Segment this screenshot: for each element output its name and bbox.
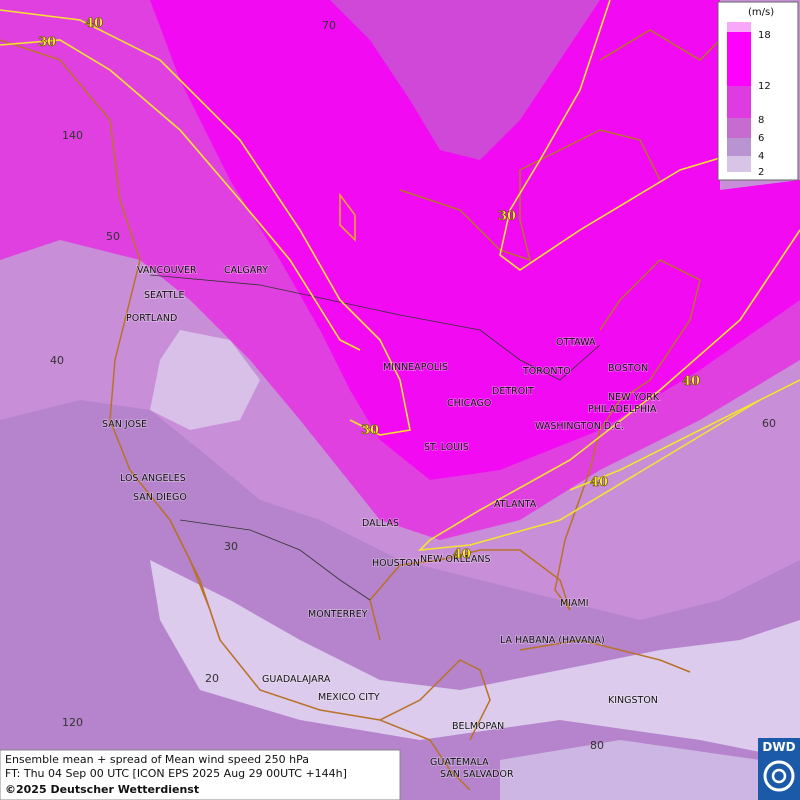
legend [717,1,799,181]
contour-label: 30 [38,35,56,50]
contour-d [417,229,800,552]
coastlines [0,29,721,791]
legend-tick-label: 6 [758,133,764,144]
legend-band [727,118,751,138]
city-label: LOS ANGELES [120,473,186,484]
field-low-south [500,740,760,800]
hudson-bay [399,129,661,262]
city-label: LA HABANA (HAVANA) [500,635,605,646]
footer-box [0,749,401,800]
city-label: SAN DIEGO [133,492,187,503]
cuba [519,639,691,673]
us-mexico-border [179,519,371,601]
logo-swirl [771,768,787,784]
contour-f [339,192,356,242]
contour-label: 40 [590,475,608,490]
arctic-islands [599,29,721,61]
contour-c [499,0,781,271]
legend-unit: (m/s) [748,7,774,18]
city-label: SEATTLE [144,290,185,301]
legend-tick-label: 12 [758,81,771,92]
atlantic-coast [369,259,701,641]
field-high-hudson [330,0,600,160]
contour-label: 40 [682,374,700,389]
pacific-coast [0,39,471,791]
legend-tick-label: 2 [758,167,764,178]
city-label: MINNEAPOLIS [383,362,448,373]
city-label: SAN SALVADOR [440,769,514,780]
city-label: TORONTO [522,366,571,377]
grid-label: 80 [590,739,604,752]
grid-label: 60 [762,417,776,430]
us-canada-border [149,274,601,381]
logo-text: DWD [762,740,795,754]
city-label: BOSTON [608,363,648,374]
legend-band [727,86,751,118]
city-label: NEW YORK [608,392,660,403]
city-label: PORTLAND [126,313,177,324]
city-label: VANCOUVER [137,265,197,276]
city-label: DETROIT [492,386,534,397]
contour-label: 40 [85,16,103,31]
city-label: KINGSTON [608,695,658,706]
legend-band [727,156,751,172]
city-label: SAN JOSE [102,419,147,430]
contour-b [0,39,361,351]
city-label: WASHINGTON D.C. [535,421,624,432]
footer-line: Ensemble mean + spread of Mean wind spee… [5,753,309,766]
legend-tick-label: 4 [758,151,764,162]
city-label: MONTERREY [308,609,368,620]
city-label: CALGARY [224,265,268,276]
city-label: ATLANTA [494,499,537,510]
legend-tick-label: 18 [758,30,771,41]
grid-label: 30 [224,540,238,553]
city-label: CHICAGO [447,398,491,409]
legend-tick-label: 8 [758,115,764,126]
grid-label: 20 [205,672,219,685]
city-label: BELMOPAN [452,721,504,732]
city-label: MIAMI [560,598,589,609]
grid-label: 120 [62,716,83,729]
grid-label: 40 [50,354,64,367]
legend-band [727,138,751,156]
grid-label: 140 [62,129,83,142]
grid-label: 50 [106,230,120,243]
contour-a [0,9,411,436]
borders [149,274,601,601]
city-label: MEXICO CITY [318,692,380,703]
baja [169,519,221,641]
contour-label: 30 [361,423,379,438]
city-label: GUATEMALA [430,757,489,768]
contour-label: 30 [498,209,516,224]
field-low-west [150,330,260,430]
logo-swirl [763,760,795,792]
field-very-high [150,0,800,480]
city-label: ST. LOUIS [424,442,469,453]
footer-line: FT: Thu 04 Sep 00 UTC [ICON EPS 2025 Aug… [5,767,347,780]
legend-band [727,32,751,86]
contours [0,0,800,552]
contour-label: 40 [453,547,471,562]
grid-label: 70 [322,19,336,32]
city-label: NEW ORLEANS [420,554,491,565]
contour-e [569,379,800,491]
city-label: PHILADELPHIA [588,404,657,415]
city-label: HOUSTON [372,558,420,569]
footer-line: ©2025 Deutscher Wetterdienst [5,783,199,796]
city-label: OTTAWA [556,337,596,348]
yucatan [379,659,491,741]
city-label: DALLAS [362,518,399,529]
field-very-low [150,560,800,760]
city-label: GUADALAJARA [262,674,331,685]
legend-band [727,22,751,32]
